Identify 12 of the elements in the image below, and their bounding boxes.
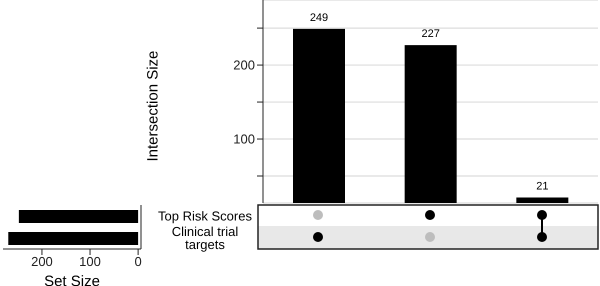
x-axis-title: Set Size [44,273,100,286]
x-tick-label: 200 [31,254,53,270]
data-label: 227 [421,28,440,40]
y-tick-label: Top Risk Scores [158,208,252,224]
y-tick-label: Clinical trial targets [172,224,238,252]
x-tick-label: 100 [79,254,101,270]
y-tick-label: 100 [233,132,255,147]
y-tick-label: 200 [233,58,255,73]
data-label: 21 [536,180,548,192]
y-axis-title: Intersection Size [144,50,162,162]
data-label: 249 [310,12,328,24]
x-tick-label: 0 [134,254,142,270]
